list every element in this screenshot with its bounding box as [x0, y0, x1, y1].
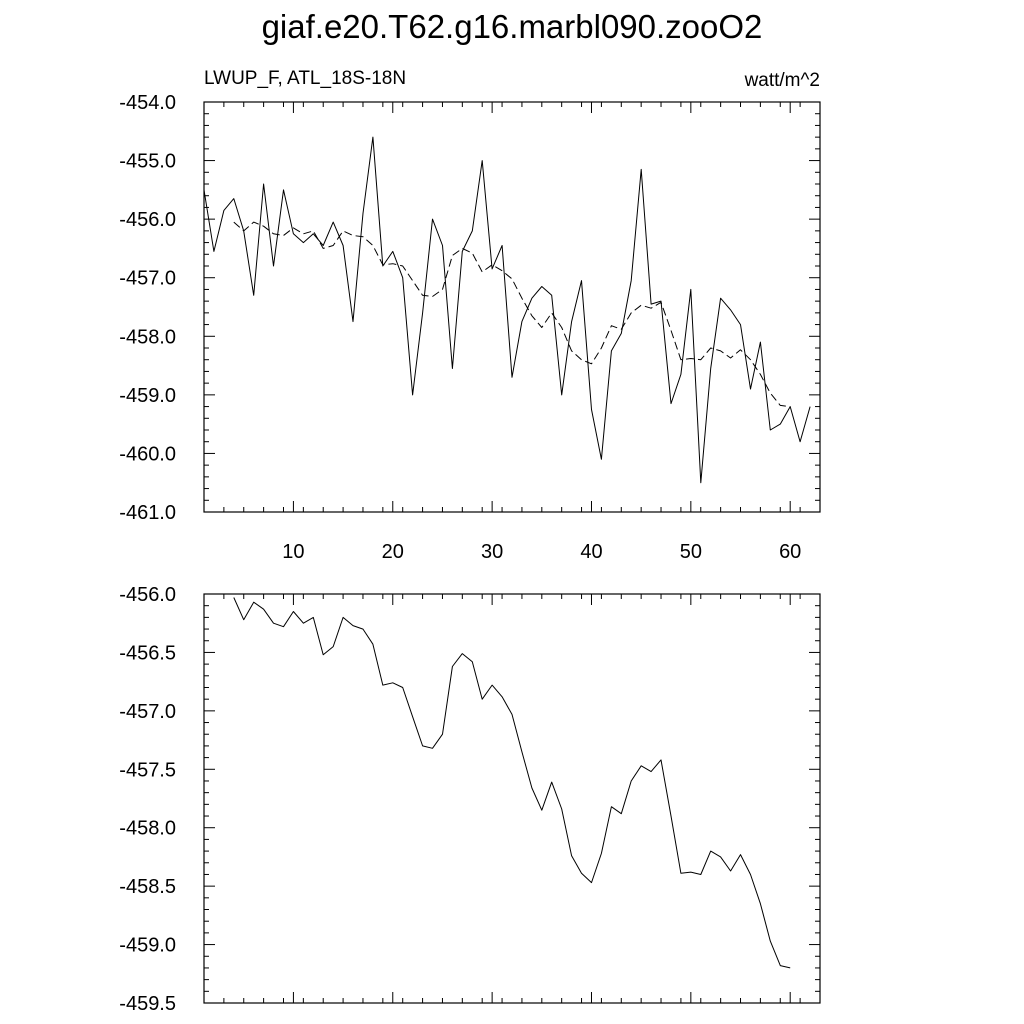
- y-tick-label: -455.0: [119, 151, 176, 173]
- y-tick-label: -458.5: [119, 876, 176, 898]
- y-tick-label: -456.5: [119, 642, 176, 664]
- solid-series-line: [233, 597, 791, 969]
- x-tick-label: 30: [481, 541, 503, 563]
- x-tick-label: 10: [282, 541, 304, 563]
- y-tick-label: -459.0: [119, 935, 176, 957]
- right-subtitle: watt/m^2: [744, 70, 820, 91]
- y-tick-label: -457.5: [119, 759, 176, 781]
- dashed-series-line: [233, 221, 791, 408]
- y-tick-label: -461.0: [119, 502, 176, 524]
- y-tick-label: -454.0: [119, 92, 176, 114]
- top-panel: 10 20 30 40 50 60 -461.0 -460.0 -459.0 -458.0 -457…: [119, 92, 821, 563]
- tick-marks: [203, 101, 821, 513]
- y-tick-label: -456.0: [119, 209, 176, 231]
- y-tick-label: -458.0: [119, 326, 176, 348]
- solid-series-line: [203, 136, 811, 484]
- y-tick-label: -457.0: [119, 701, 176, 723]
- x-tick-label: 50: [680, 541, 702, 563]
- plot-frame: [203, 593, 821, 1004]
- y-tick-label: -459.0: [119, 385, 176, 407]
- figure-title: giaf.e20.T62.g16.marbl090.zooO2: [262, 8, 763, 45]
- bottom-panel: -459.5 -459.0 -458.5 -458.0 -457.5 -457.0 -456…: [119, 584, 821, 1015]
- y-tick-label: -458.0: [119, 818, 176, 840]
- y-tick-label: -460.0: [119, 443, 176, 465]
- y-tick-label: -456.0: [119, 584, 176, 606]
- x-tick-label: 60: [779, 541, 801, 563]
- y-tick-label: -457.0: [119, 268, 176, 290]
- left-subtitle: LWUP_F, ATL_18S-18N: [204, 68, 406, 89]
- x-tick-label: 40: [580, 541, 602, 563]
- x-tick-label: 20: [382, 541, 404, 563]
- plot-frame: [203, 101, 821, 513]
- tick-marks: [203, 593, 821, 1004]
- y-tick-label: -459.5: [119, 993, 176, 1015]
